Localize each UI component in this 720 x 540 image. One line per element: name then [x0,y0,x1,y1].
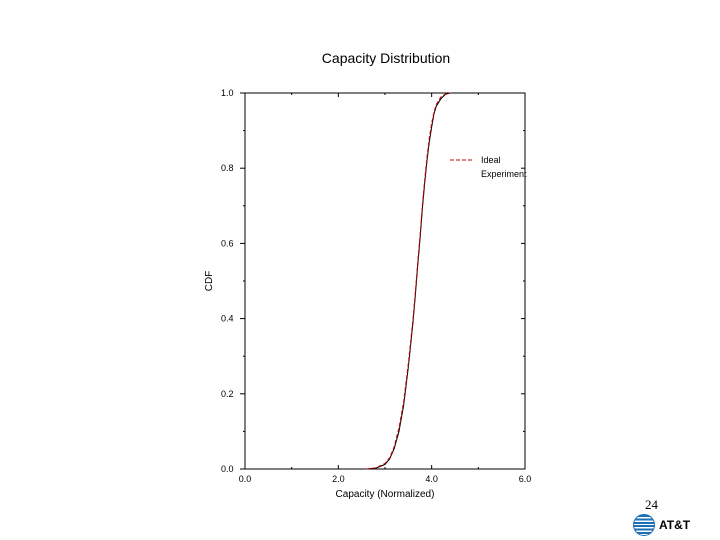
y-tick-label: 0.6 [221,238,234,248]
x-tick-label: 4.0 [425,474,438,484]
y-tick-label: 0.4 [221,314,234,324]
att-logo: AT&T [633,514,690,536]
x-tick-label: 0.0 [239,474,252,484]
y-tick-label: 1.0 [221,88,234,98]
page-number: 24 [645,497,658,512]
axis-ticks: 0.0 2.0 4.0 6.0 0.0 0.2 0.4 0.6 0.8 1.0 [221,88,531,484]
series-ideal-line [366,92,451,470]
y-axis-label: CDF [204,271,215,292]
series-experiment-line [366,92,451,470]
y-tick-label: 0.8 [221,163,234,173]
x-axis-label: Capacity (Normalized) [336,489,435,500]
logo-text: AT&T [659,518,691,532]
x-tick-label: 6.0 [519,474,532,484]
legend-ideal-label: Ideal [481,155,501,165]
legend: Ideal Experiment [450,155,527,179]
plot-frame [244,92,526,470]
chart-title: Capacity Distribution [322,50,450,66]
x-tick-label: 2.0 [332,474,345,484]
series-lines [366,92,451,470]
y-tick-label: 0.2 [221,389,234,399]
att-globe-icon [633,514,655,536]
legend-experiment-label: Experiment [481,169,527,179]
y-tick-label: 0.0 [221,464,234,474]
